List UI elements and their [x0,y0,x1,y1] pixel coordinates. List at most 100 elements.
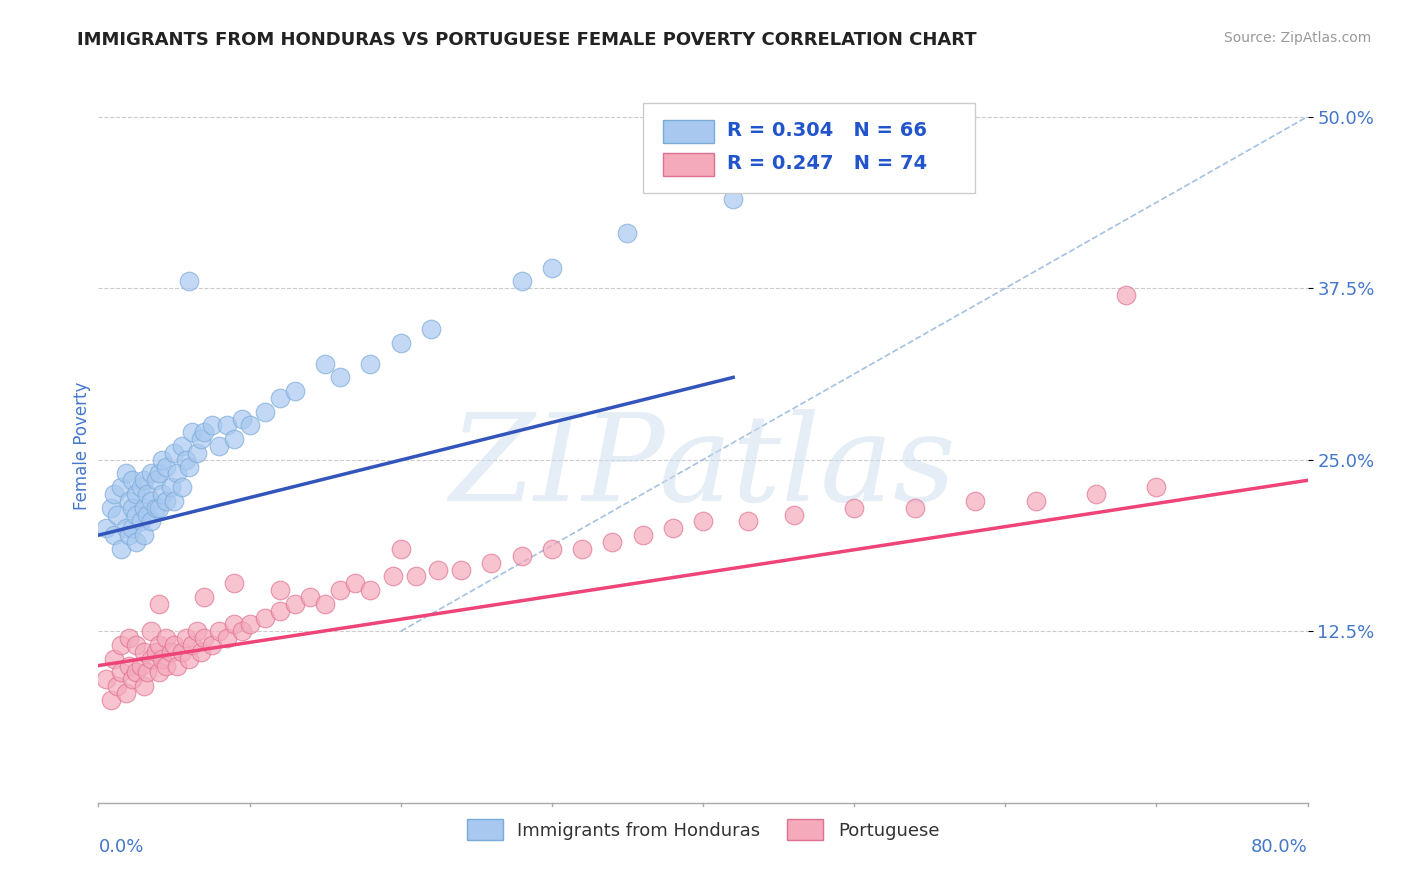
Point [170,480,193,494]
Point [844,500,866,515]
Point [904,500,927,515]
Point [737,515,759,529]
Point [420,322,443,336]
Point [132,500,155,515]
Point [114,521,136,535]
Point [100,693,122,707]
Point [540,541,562,556]
Point [129,515,152,529]
Bar [664,120,714,143]
Point [163,638,186,652]
Point [160,480,183,494]
Point [125,638,148,652]
Point [510,549,533,563]
Point [783,508,806,522]
Point [125,665,148,680]
Point [253,405,276,419]
Point [145,645,167,659]
Point [174,631,197,645]
Point [160,645,183,659]
Point [125,487,148,501]
Point [314,597,336,611]
Point [105,679,128,693]
Point [616,227,638,241]
Point [141,467,163,481]
Point [344,576,367,591]
Point [253,610,276,624]
Point [148,500,170,515]
Text: ZIPatlas: ZIPatlas [450,409,956,526]
FancyBboxPatch shape [643,103,976,193]
Point [118,658,141,673]
Point [224,576,246,591]
Point [193,425,215,440]
Point [231,411,253,425]
Point [141,624,163,639]
Point [150,487,173,501]
Text: R = 0.304   N = 66: R = 0.304 N = 66 [727,121,927,140]
Point [94,521,117,535]
Point [1115,288,1137,302]
Point [179,459,201,474]
Text: IMMIGRANTS FROM HONDURAS VS PORTUGUESE FEMALE POVERTY CORRELATION CHART: IMMIGRANTS FROM HONDURAS VS PORTUGUESE F… [77,31,977,49]
Text: 80.0%: 80.0% [1251,838,1308,856]
Point [540,260,562,275]
Point [269,391,291,405]
Point [1085,487,1108,501]
Point [132,645,155,659]
Point [103,487,125,501]
Point [723,192,745,206]
Point [166,467,188,481]
Point [141,515,163,529]
Point [148,638,170,652]
Point [110,541,132,556]
Bar [664,153,714,176]
Point [132,679,155,693]
Point [186,446,208,460]
Point [129,480,152,494]
Point [965,494,987,508]
Point [215,631,238,645]
Point [382,569,405,583]
Point [114,467,136,481]
Point [231,624,253,639]
Point [125,535,148,549]
Point [450,562,472,576]
Point [201,638,224,652]
Point [239,617,262,632]
Point [179,651,201,665]
Point [224,432,246,446]
Point [141,651,163,665]
Text: 0.0%: 0.0% [98,838,143,856]
Point [155,658,177,673]
Point [284,597,307,611]
Point [150,651,173,665]
Text: R = 0.247   N = 74: R = 0.247 N = 74 [727,154,928,173]
Point [118,528,141,542]
Point [135,487,157,501]
Point [110,480,132,494]
Point [155,459,177,474]
Point [269,583,291,598]
Point [132,473,155,487]
Point [661,521,683,535]
Y-axis label: Female Poverty: Female Poverty [73,382,91,510]
Point [299,590,322,604]
Point [166,658,188,673]
Point [181,425,204,440]
Point [121,500,143,515]
Text: Source: ZipAtlas.com: Source: ZipAtlas.com [1223,31,1371,45]
Point [145,500,167,515]
Point [181,638,204,652]
Point [224,617,246,632]
Point [208,624,231,639]
Point [141,494,163,508]
Point [103,651,125,665]
Point [94,673,117,687]
Point [389,336,412,351]
Point [100,500,122,515]
Point [148,597,170,611]
Point [174,452,197,467]
Point [110,665,132,680]
Point [103,528,125,542]
